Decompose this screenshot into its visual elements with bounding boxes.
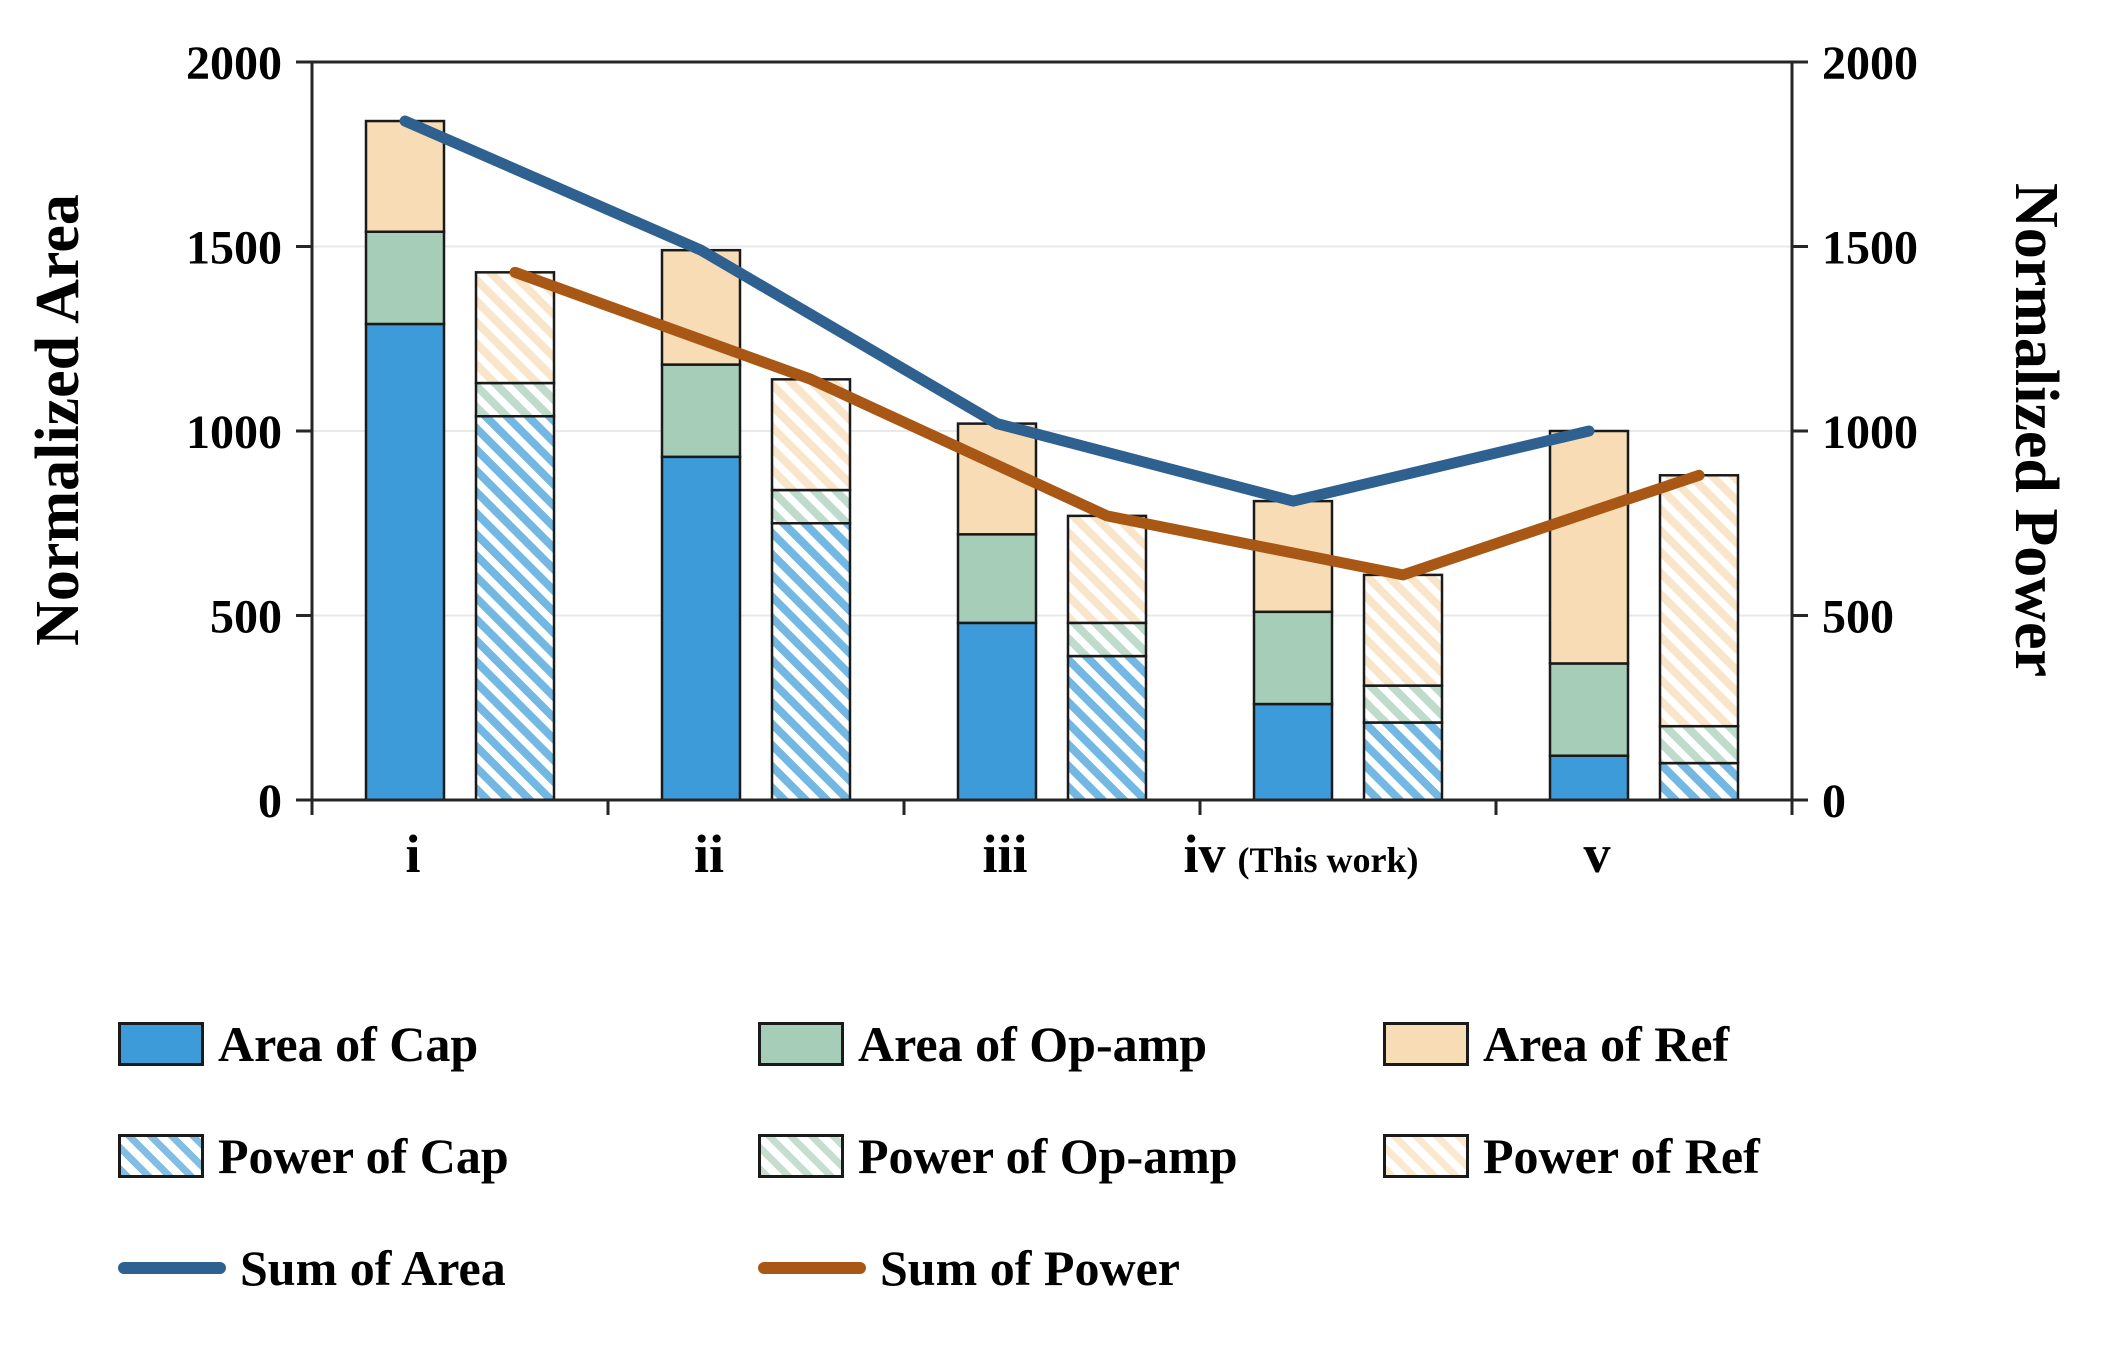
area-of-op-amp-swatch <box>758 1022 844 1066</box>
legend-label: Sum of Power <box>880 1240 1180 1296</box>
sum-of-power-line <box>509 266 1705 581</box>
legend-label: Power of Cap <box>218 1128 509 1184</box>
svg-text:1000: 1000 <box>1822 406 1918 459</box>
legend-item-power-of-ref: Power of Ref <box>1383 1112 2118 1200</box>
svg-text:0: 0 <box>258 775 282 828</box>
area-of-cap-swatch <box>118 1022 204 1066</box>
legend: Area of Cap Area of Op-amp Area of Ref P… <box>118 1000 2118 1312</box>
svg-text:0: 0 <box>1822 775 1846 828</box>
legend-item-power-of-op-amp: Power of Op-amp <box>758 1112 1383 1200</box>
legend-label: Area of Ref <box>1483 1016 1730 1072</box>
legend-label: Area of Op-amp <box>858 1016 1208 1072</box>
legend-label: Power of Ref <box>1483 1128 1760 1184</box>
sum-of-power-line-swatch <box>758 1262 866 1274</box>
svg-text:2000: 2000 <box>186 37 282 90</box>
legend-label: Power of Op-amp <box>858 1128 1238 1184</box>
legend-row-area: Area of Cap Area of Op-amp Area of Ref <box>118 1000 2118 1088</box>
power-of-op-amp-swatch <box>758 1134 844 1178</box>
legend-row-sums: Sum of Area Sum of Power <box>118 1224 2118 1312</box>
power-of-cap-swatch <box>118 1134 204 1178</box>
legend-item-area-of-op-amp: Area of Op-amp <box>758 1000 1383 1088</box>
sum-of-area-line-swatch <box>118 1262 226 1274</box>
legend-item-sum-of-power: Sum of Power <box>758 1224 1383 1312</box>
left-axis-title: Normalized Area <box>24 194 92 646</box>
legend-label: Area of Cap <box>218 1016 479 1072</box>
power-of-ref-swatch <box>1383 1134 1469 1178</box>
svg-text:ii: ii <box>694 824 724 884</box>
svg-text:1500: 1500 <box>186 222 282 275</box>
area-bars-group <box>364 119 1630 802</box>
svg-text:500: 500 <box>210 591 282 644</box>
legend-item-area-of-ref: Area of Ref <box>1383 1000 2118 1088</box>
area-of-ref-swatch <box>1383 1022 1469 1066</box>
svg-text:1000: 1000 <box>186 406 282 459</box>
right-axis-title: Normalized Power <box>2002 182 2070 678</box>
svg-text:iii: iii <box>982 824 1027 884</box>
svg-text:iv(This work): iv (This work) <box>1183 824 1418 884</box>
legend-item-sum-of-area: Sum of Area <box>118 1224 758 1312</box>
sum-of-area-line <box>399 115 1595 507</box>
power-bars-group <box>474 271 1740 802</box>
svg-text:2000: 2000 <box>1822 37 1918 90</box>
svg-text:i: i <box>405 824 420 884</box>
gridlines <box>312 245 1792 617</box>
legend-item-area-of-cap: Area of Cap <box>118 1000 758 1088</box>
svg-text:v: v <box>1584 824 1611 884</box>
legend-label: Sum of Area <box>240 1240 506 1296</box>
svg-text:1500: 1500 <box>1822 222 1918 275</box>
legend-item-power-of-cap: Power of Cap <box>118 1112 758 1200</box>
svg-text:500: 500 <box>1822 591 1894 644</box>
legend-row-power: Power of Cap Power of Op-amp Power of Re… <box>118 1112 2118 1200</box>
